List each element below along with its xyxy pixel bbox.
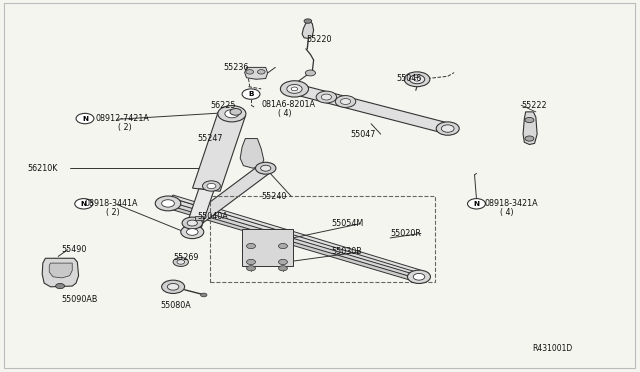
Text: ( 4): ( 4): [278, 109, 292, 118]
Circle shape: [242, 89, 260, 99]
Text: ( 2): ( 2): [118, 123, 131, 132]
Polygon shape: [302, 21, 314, 38]
Text: B: B: [248, 91, 254, 97]
Circle shape: [75, 199, 93, 209]
Polygon shape: [168, 198, 422, 276]
Circle shape: [202, 181, 220, 191]
Text: ( 4): ( 4): [500, 208, 514, 217]
Circle shape: [467, 199, 485, 209]
Circle shape: [436, 122, 460, 135]
Polygon shape: [291, 84, 451, 133]
Text: 55047: 55047: [351, 130, 376, 140]
Circle shape: [218, 106, 246, 122]
Text: 08912-7421A: 08912-7421A: [95, 114, 149, 123]
Circle shape: [280, 81, 308, 97]
Polygon shape: [49, 263, 72, 278]
Polygon shape: [240, 138, 264, 168]
Circle shape: [207, 183, 216, 189]
Text: N: N: [82, 116, 88, 122]
Circle shape: [260, 165, 271, 171]
Circle shape: [162, 280, 184, 294]
Bar: [195, 216, 203, 220]
Bar: [242, 229, 293, 266]
Circle shape: [56, 283, 65, 289]
Text: 55040A: 55040A: [197, 212, 228, 221]
Circle shape: [200, 293, 207, 297]
Circle shape: [414, 77, 420, 81]
Circle shape: [187, 220, 197, 226]
Text: 55020R: 55020R: [390, 229, 421, 238]
Circle shape: [321, 94, 332, 100]
Circle shape: [230, 109, 241, 115]
Text: 55030B: 55030B: [332, 247, 362, 256]
Text: ( 2): ( 2): [106, 208, 120, 217]
Text: 55090AB: 55090AB: [61, 295, 98, 304]
Circle shape: [340, 99, 351, 105]
Text: 081A6-8201A: 081A6-8201A: [261, 100, 316, 109]
Circle shape: [278, 259, 287, 264]
Circle shape: [413, 273, 425, 280]
Circle shape: [173, 257, 188, 266]
Polygon shape: [193, 112, 246, 191]
Circle shape: [442, 125, 454, 132]
Circle shape: [246, 259, 255, 264]
Text: 55054M: 55054M: [332, 219, 364, 228]
Circle shape: [156, 196, 180, 211]
Circle shape: [246, 243, 255, 248]
Text: 55247: 55247: [197, 134, 223, 143]
Circle shape: [525, 118, 534, 123]
Text: 55490: 55490: [61, 245, 87, 254]
Polygon shape: [185, 189, 214, 232]
Circle shape: [186, 229, 198, 235]
Text: 55240: 55240: [261, 192, 287, 201]
Circle shape: [525, 136, 534, 141]
Circle shape: [177, 260, 184, 264]
Text: N: N: [81, 201, 86, 207]
Circle shape: [291, 87, 298, 91]
Bar: [210, 196, 435, 282]
Circle shape: [162, 200, 174, 207]
Text: 56210K: 56210K: [28, 164, 58, 173]
Circle shape: [410, 75, 425, 84]
Circle shape: [225, 110, 239, 118]
Text: 55080A: 55080A: [161, 301, 191, 310]
Text: 55236: 55236: [223, 63, 248, 72]
Circle shape: [255, 162, 276, 174]
Text: R431001D: R431001D: [532, 344, 572, 353]
Text: 55046: 55046: [397, 74, 422, 83]
Circle shape: [257, 70, 265, 74]
Circle shape: [180, 225, 204, 238]
Circle shape: [408, 270, 431, 283]
Circle shape: [246, 266, 255, 271]
Circle shape: [246, 70, 253, 74]
Circle shape: [76, 113, 94, 124]
Text: 08918-3421A: 08918-3421A: [484, 199, 538, 208]
Polygon shape: [186, 165, 272, 226]
Text: 55269: 55269: [173, 253, 198, 262]
Polygon shape: [244, 67, 268, 79]
Circle shape: [304, 19, 312, 23]
Polygon shape: [171, 195, 420, 273]
Circle shape: [278, 266, 287, 271]
Circle shape: [278, 243, 287, 248]
Circle shape: [287, 84, 302, 93]
Circle shape: [335, 96, 356, 108]
Polygon shape: [42, 258, 79, 287]
Circle shape: [182, 217, 202, 229]
Polygon shape: [166, 205, 424, 283]
Text: 55220: 55220: [306, 35, 332, 44]
Text: 08918-3441A: 08918-3441A: [85, 199, 138, 208]
Text: 56225: 56225: [210, 101, 236, 110]
Circle shape: [305, 70, 316, 76]
Text: N: N: [474, 201, 479, 207]
Circle shape: [404, 72, 430, 87]
Polygon shape: [166, 201, 424, 280]
Text: 55222: 55222: [521, 101, 547, 110]
Circle shape: [168, 283, 179, 290]
Circle shape: [316, 91, 337, 103]
Polygon shape: [523, 112, 537, 144]
